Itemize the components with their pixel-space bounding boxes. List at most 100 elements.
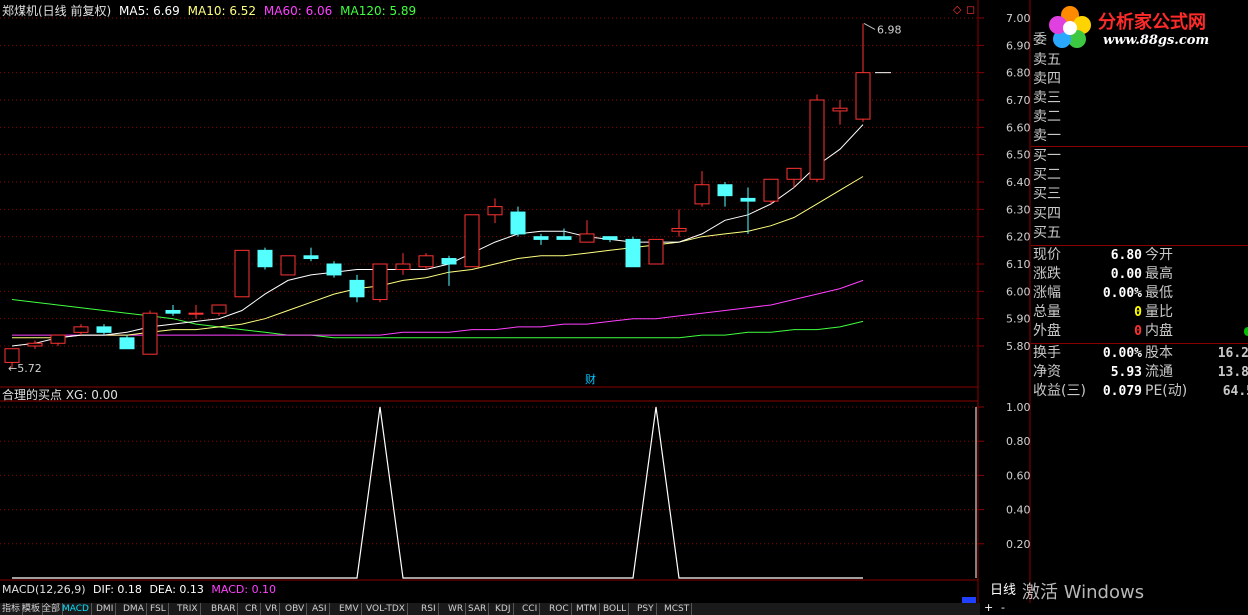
y-tick-label: 1.00	[1006, 401, 1031, 414]
high-pointer	[863, 23, 876, 30]
indicator-tab[interactable]: ASI	[310, 603, 330, 615]
zoom-out-button[interactable]: -	[1001, 601, 1005, 614]
quote-value: 6.80	[1110, 248, 1142, 263]
quote-row: 收益(三) 0.079 PE(动) 64.5	[1031, 382, 1248, 401]
candle	[510, 206, 526, 237]
y-tick-label: 6.80	[1006, 67, 1031, 80]
candle-body	[211, 304, 227, 314]
quote-label: 股本	[1145, 345, 1173, 361]
ma120-label: MA120: 5.89	[340, 4, 417, 18]
quote-value: 0	[1134, 305, 1142, 320]
indicator-tab[interactable]: SAR	[466, 603, 490, 615]
diamond-icon[interactable]: ◇	[953, 3, 962, 16]
indicator-tab[interactable]: DMA	[121, 603, 147, 615]
candle-body	[50, 334, 66, 344]
order-book-buy-3: 买三	[1033, 186, 1061, 202]
indicator-tab[interactable]: VOL-TDX	[364, 603, 408, 615]
indicator-tab[interactable]: RSI	[419, 603, 439, 615]
quote-label: 收益(三)	[1033, 383, 1086, 399]
candle-body	[464, 214, 480, 268]
candle	[280, 255, 296, 276]
candle-body	[740, 197, 756, 202]
candle	[418, 253, 434, 270]
candle	[119, 335, 135, 350]
candle	[188, 305, 204, 319]
candle-body	[188, 312, 204, 315]
indicator-tab[interactable]: EMV	[337, 603, 362, 615]
indicator-tab[interactable]: BRAR	[209, 603, 239, 615]
indicator-tab[interactable]: OBV	[283, 603, 308, 615]
candle-body	[832, 107, 848, 112]
finance-marker: 财	[585, 372, 596, 386]
ma60-label: MA60: 6.06	[263, 4, 333, 18]
indicator-tab[interactable]: WR	[446, 603, 467, 615]
quote-row: 涨幅 0.00% 最低	[1031, 284, 1248, 303]
y-tick-label: 6.00	[1006, 285, 1031, 298]
logo-url-text: www.88gs.com	[1103, 33, 1210, 48]
candle	[855, 23, 871, 122]
chart-header: 郑煤机(日线 前复权) MA5: 6.69 MA10: 6.52 MA60: 6…	[2, 4, 416, 18]
quote-row: 总量 0 量比	[1031, 303, 1248, 322]
candle-body	[786, 167, 802, 180]
indicator-title: 合理的买点 XG: 0.00	[2, 388, 118, 402]
candle	[441, 255, 457, 286]
order-book-sell-1: 卖一	[1033, 128, 1061, 144]
candle-body	[165, 309, 181, 314]
candle-body	[280, 255, 296, 276]
candle	[234, 249, 250, 298]
indicator-tab[interactable]: MACD	[60, 603, 92, 615]
indicator-tab[interactable]: ROC	[547, 603, 572, 615]
indicator-tab[interactable]: DMI	[94, 603, 117, 615]
indicator-tab[interactable]: FSL	[148, 603, 169, 615]
quote-row: 现价 6.80 今开	[1031, 246, 1248, 265]
candle-body	[717, 184, 733, 197]
candle	[27, 340, 43, 349]
indicator-tab[interactable]: 指标	[0, 603, 24, 615]
indicator-tab[interactable]: PSY	[635, 603, 657, 615]
quote-label: 涨幅	[1033, 285, 1061, 301]
y-tick-label: 6.50	[1006, 149, 1031, 162]
quote-panel: 委 卖五 卖四 卖三 卖二 卖一 买一 买二 买三 买四 买五 现价 6.80 …	[1031, 0, 1248, 603]
order-book-sell-3: 卖三	[1033, 90, 1061, 106]
activate-windows-watermark: 激活 Windows	[1022, 582, 1145, 603]
candle-body	[73, 326, 89, 333]
scroll-indicator[interactable]	[962, 597, 976, 603]
macd-dea: DEA: 0.13	[149, 583, 204, 596]
macd-status-bar: MACD(12,26,9) DIF: 0.18 DEA: 0.13 MACD: …	[2, 583, 276, 597]
candle	[579, 220, 595, 243]
candle-body	[763, 178, 779, 202]
candle-body	[257, 249, 273, 268]
indicator-tab[interactable]: CR	[243, 603, 261, 615]
candle-body	[579, 233, 595, 243]
candle	[809, 94, 825, 182]
indicator-tab[interactable]: 全部	[40, 603, 64, 615]
chart-canvas[interactable]: 7.00 6.90 6.80 6.70 6.60 6.50 6.40 6.30 6.20 6.10…	[0, 0, 1031, 603]
indicator-tab[interactable]: CCI	[520, 603, 541, 615]
candle	[786, 167, 802, 188]
indicator-tab[interactable]: VR	[263, 603, 281, 615]
candle	[326, 261, 342, 278]
candle	[96, 324, 112, 336]
quote-label: 涨跌	[1033, 266, 1061, 282]
xg-line	[12, 406, 863, 579]
order-book-buy-1: 买一	[1033, 148, 1061, 164]
quote-label: 现价	[1033, 247, 1061, 263]
indicator-tab[interactable]: BOLL	[601, 603, 630, 615]
close-icon[interactable]: ◻	[966, 3, 976, 16]
indicator-tab[interactable]: TRIX	[175, 603, 201, 615]
indicator-tab[interactable]: MTM	[574, 603, 601, 615]
y-tick-label: 6.90	[1006, 39, 1031, 52]
y-tick-label: 5.90	[1006, 313, 1031, 326]
brand-logo[interactable]: 分析家公式网 www.88gs.com	[1047, 2, 1248, 54]
candle-body	[533, 236, 549, 240]
indicator-tab[interactable]: 模板	[20, 603, 44, 615]
quote-label: 最低	[1145, 285, 1173, 301]
period-label[interactable]: 日线	[990, 583, 1017, 598]
zoom-in-button[interactable]: +	[984, 601, 994, 614]
indicator-tab[interactable]: MCST	[662, 603, 693, 615]
candle	[602, 236, 618, 243]
order-book-committee: 委	[1033, 32, 1047, 48]
indicator-tab[interactable]: KDJ	[493, 603, 514, 615]
quote-row: 外盘 0 内盘	[1031, 322, 1248, 341]
